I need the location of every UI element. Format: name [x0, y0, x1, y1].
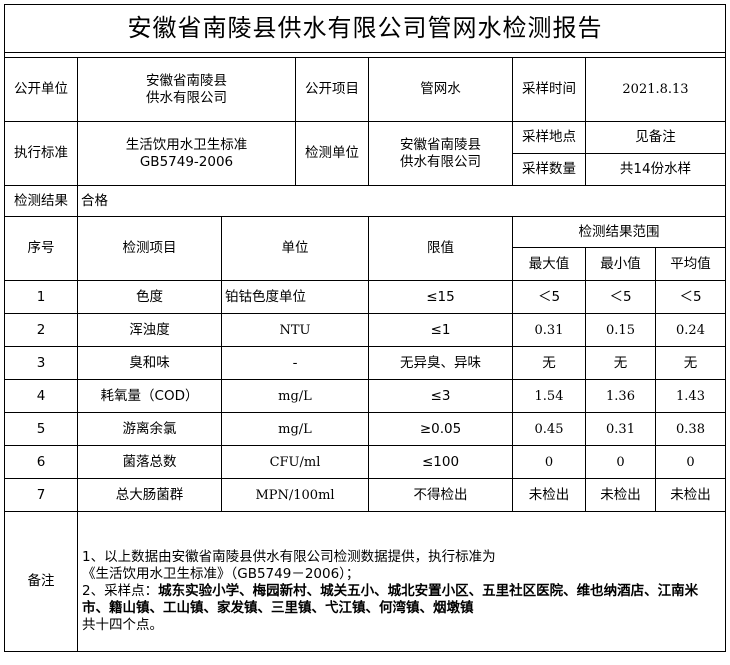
row-index: 7 [4, 478, 78, 512]
row-max: 0.31 [512, 313, 586, 347]
sample-place-label: 采样地点 [512, 121, 586, 154]
header-unit: 单位 [221, 216, 369, 281]
sample-time-label: 采样时间 [512, 57, 586, 122]
header-limit: 限值 [368, 216, 513, 281]
row-max: 1.54 [512, 379, 586, 413]
sample-place-value: 见备注 [585, 121, 726, 154]
row-unit: NTU [221, 313, 369, 347]
remarks-content: 1、以上数据由安徽省南陵县供水有限公司检测数据提供，执行标准为 《生活饮用水卫生… [77, 511, 726, 652]
remarks-label: 备注 [4, 511, 78, 652]
row-max: 无 [512, 346, 586, 380]
result-label: 检测结果 [4, 185, 78, 217]
table-row: 4 耗氧量（COD） mg/L ≤3 1.54 1.36 1.43 [4, 379, 726, 413]
row-unit: 铂钴色度单位 [221, 280, 369, 314]
remarks-line-4: 共十四个点。 [82, 617, 163, 633]
remarks-line-3: 2、采样点：城东实验小学、梅园新村、城关五小、城北安置小区、五里社区医院、维也纳… [82, 583, 721, 617]
row-index: 3 [4, 346, 78, 380]
row-max: 未检出 [512, 478, 586, 512]
table-row: 3 臭和味 - 无异臭、异味 无 无 无 [4, 346, 726, 380]
table-row: 6 菌落总数 CFU/ml ≤100 0 0 0 [4, 445, 726, 479]
row-min: 无 [585, 346, 656, 380]
row-min: 1.36 [585, 379, 656, 413]
row-avg: 0 [655, 445, 726, 479]
header-item: 检测项目 [77, 216, 222, 281]
row-item: 菌落总数 [77, 445, 222, 479]
test-unit-value: 安徽省南陵县 供水有限公司 [368, 121, 513, 186]
header-avg: 平均值 [655, 247, 726, 281]
sample-time-value: 2021.8.13 [585, 57, 726, 122]
remarks-line-1: 1、以上数据由安徽省南陵县供水有限公司检测数据提供，执行标准为 [82, 549, 496, 565]
row-limit: ≤3 [368, 379, 513, 413]
row-max: ＜5 [512, 280, 586, 314]
row-min: 未检出 [585, 478, 656, 512]
test-unit-label: 检测单位 [295, 121, 369, 186]
row-limit: ≤1 [368, 313, 513, 347]
remarks-sampling-points: 城东实验小学、梅园新村、城关五小、城北安置小区、五里社区医院、维也纳酒店、江南米… [82, 583, 699, 616]
row-unit: CFU/ml [221, 445, 369, 479]
row-min: 0.31 [585, 412, 656, 446]
table-row: 5 游离余氯 mg/L ≥0.05 0.45 0.31 0.38 [4, 412, 726, 446]
row-index: 6 [4, 445, 78, 479]
row-index: 5 [4, 412, 78, 446]
header-index: 序号 [4, 216, 78, 281]
row-min: ＜5 [585, 280, 656, 314]
row-unit: MPN/100ml [221, 478, 369, 512]
row-unit: mg/L [221, 412, 369, 446]
sample-count-label: 采样数量 [512, 153, 586, 186]
sample-count-value: 共14份水样 [585, 153, 726, 186]
table-row: 2 浑浊度 NTU ≤1 0.31 0.15 0.24 [4, 313, 726, 347]
remarks-sampling-points-label: 2、采样点： [82, 583, 159, 599]
row-unit: mg/L [221, 379, 369, 413]
water-quality-report-table: 安徽省南陵县供水有限公司管网水检测报告 公开单位 安徽省南陵县 供水有限公司 公… [4, 4, 726, 652]
row-max: 0 [512, 445, 586, 479]
row-avg: ＜5 [655, 280, 726, 314]
remarks-line-2: 《生活饮用水卫生标准》（GB5749－2006）； [82, 566, 360, 582]
report-title: 安徽省南陵县供水有限公司管网水检测报告 [4, 4, 726, 53]
row-index: 1 [4, 280, 78, 314]
row-unit: - [221, 346, 369, 380]
publish-unit-value: 安徽省南陵县 供水有限公司 [77, 57, 296, 122]
row-avg: 0.24 [655, 313, 726, 347]
row-avg: 1.43 [655, 379, 726, 413]
header-range: 检测结果范围 [512, 216, 726, 248]
row-min: 0.15 [585, 313, 656, 347]
publish-item-label: 公开项目 [295, 57, 369, 122]
result-value: 合格 [77, 185, 726, 217]
row-max: 0.45 [512, 412, 586, 446]
table-row: 7 总大肠菌群 MPN/100ml 不得检出 未检出 未检出 未检出 [4, 478, 726, 512]
row-item: 色度 [77, 280, 222, 314]
row-item: 总大肠菌群 [77, 478, 222, 512]
row-index: 4 [4, 379, 78, 413]
row-item: 浑浊度 [77, 313, 222, 347]
publish-unit-label: 公开单位 [4, 57, 78, 122]
row-limit: 无异臭、异味 [368, 346, 513, 380]
row-limit: ≥0.05 [368, 412, 513, 446]
standard-label: 执行标准 [4, 121, 78, 186]
header-max: 最大值 [512, 247, 586, 281]
table-row: 1 色度 铂钴色度单位 ≤15 ＜5 ＜5 ＜5 [4, 280, 726, 314]
row-limit: ≤15 [368, 280, 513, 314]
row-index: 2 [4, 313, 78, 347]
row-limit: ≤100 [368, 445, 513, 479]
row-item: 游离余氯 [77, 412, 222, 446]
row-avg: 0.38 [655, 412, 726, 446]
row-avg: 无 [655, 346, 726, 380]
row-item: 臭和味 [77, 346, 222, 380]
row-limit: 不得检出 [368, 478, 513, 512]
publish-item-value: 管网水 [368, 57, 513, 122]
header-min: 最小值 [585, 247, 656, 281]
row-avg: 未检出 [655, 478, 726, 512]
standard-value: 生活饮用水卫生标准 GB5749-2006 [77, 121, 296, 186]
row-min: 0 [585, 445, 656, 479]
row-item: 耗氧量（COD） [77, 379, 222, 413]
